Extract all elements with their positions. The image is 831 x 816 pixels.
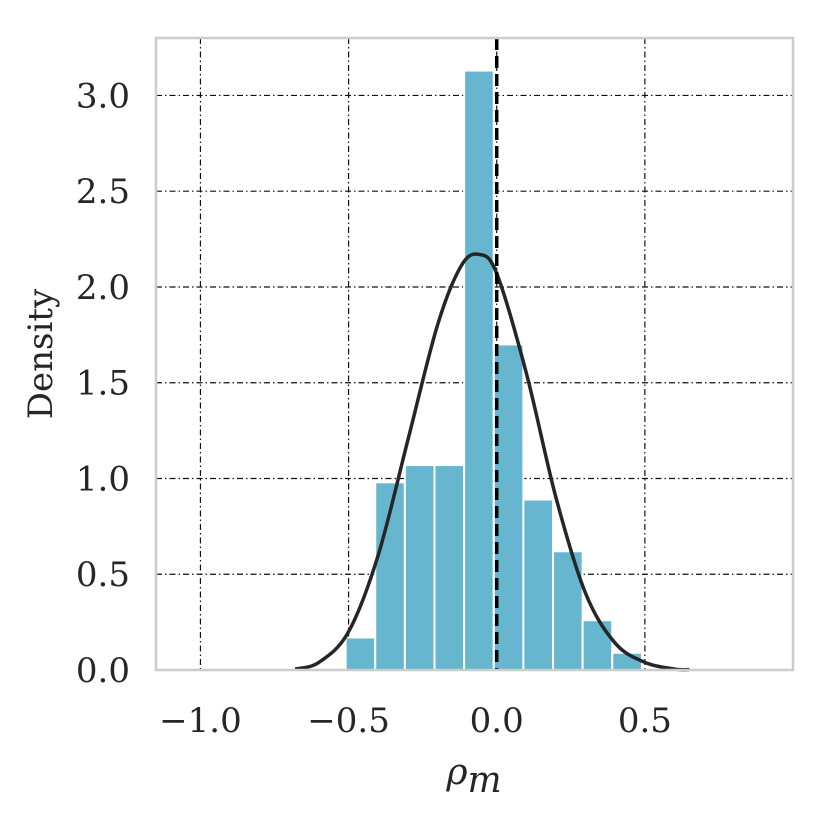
y-tick-labels: 0.0 0.5 1.0 1.5 2.0 2.5 3.0 <box>76 76 130 691</box>
x-axis-label-subscript: m <box>468 760 502 801</box>
x-axis-label: ρm <box>445 752 501 801</box>
x-tick-label-1: −0.5 <box>307 701 390 741</box>
histogram-bar-4 <box>463 69 495 672</box>
histogram-bar-0 <box>344 636 377 672</box>
y-tick-label-6: 3.0 <box>76 76 130 116</box>
y-tick-label-0: 0.0 <box>76 651 130 691</box>
x-tick-labels: −1.0 −0.5 0.0 0.5 <box>159 701 672 741</box>
y-tick-label-5: 2.5 <box>76 172 130 212</box>
y-axis-label: Density <box>21 288 61 419</box>
y-tick-label-1: 0.5 <box>76 555 130 595</box>
x-tick-label-2: 0.0 <box>470 701 524 741</box>
grid-lines <box>156 38 793 670</box>
y-tick-label-2: 1.0 <box>76 459 130 499</box>
histogram-bar-3 <box>433 464 466 672</box>
kde-curve-group <box>294 252 690 672</box>
x-tick-label-0: −1.0 <box>159 701 242 741</box>
plot-frame <box>154 36 795 672</box>
x-tick-label-3: 0.5 <box>618 701 672 741</box>
y-tick-label-3: 1.5 <box>76 364 130 404</box>
histogram-bars <box>344 69 643 672</box>
histogram-bar-8 <box>581 619 614 671</box>
histogram-bar-6 <box>522 498 555 671</box>
x-axis-label-base: ρ <box>445 752 467 793</box>
histogram-bar-2 <box>403 464 436 672</box>
kde-curve <box>294 252 690 672</box>
y-tick-label-4: 2.0 <box>76 268 130 308</box>
